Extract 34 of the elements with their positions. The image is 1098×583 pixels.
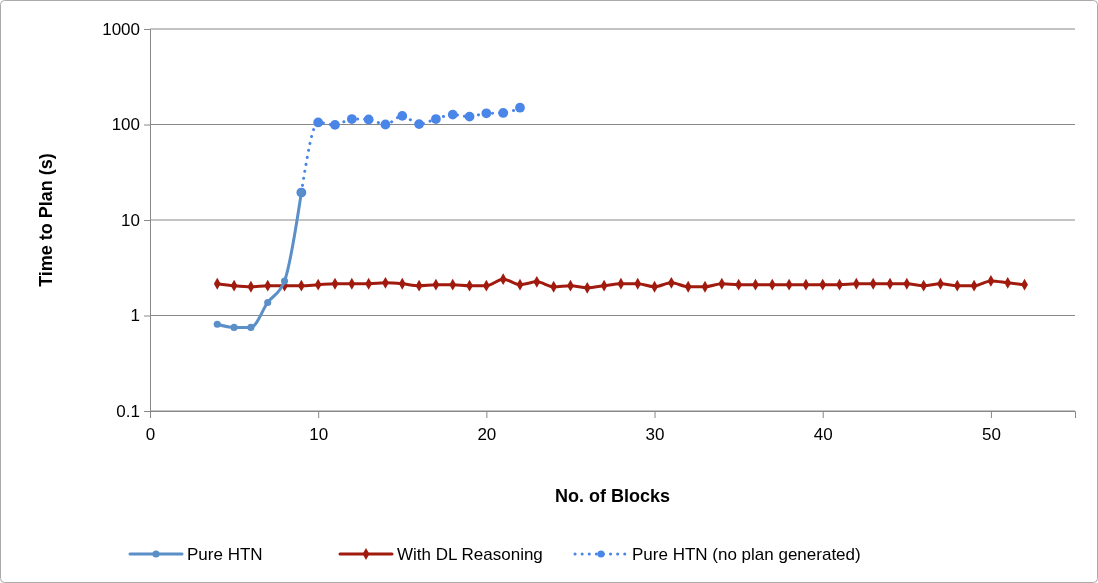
y-tick-label: 10 [121,210,140,230]
legend-label: Pure HTN [187,544,263,564]
point [346,114,357,124]
point [264,298,272,306]
point [247,323,255,331]
point [447,109,458,120]
point [414,119,424,129]
point [481,108,492,119]
y-tick-label: 0.1 [116,401,140,421]
point [280,277,289,285]
y-axis-title: Time to Plan (s) [36,153,56,287]
point [213,320,221,328]
y-tick-label: 1000 [102,19,140,39]
x-tick-label: 10 [309,425,329,445]
x-axis-title: No. of Blocks [554,486,671,506]
point [380,119,391,130]
point [313,117,324,128]
x-tick-label: 50 [981,425,1001,445]
point [431,114,441,124]
x-tick-label: 0 [145,425,156,445]
point [515,102,525,113]
legend-label: Pure HTN (no plan generated) [632,544,861,564]
point [464,111,475,122]
y-tick-label: 1 [130,306,140,326]
y-tick-label: 100 [111,115,140,135]
point [498,108,509,118]
point [397,111,408,121]
point [230,323,238,331]
x-tick-label: 30 [645,425,665,445]
point [363,114,374,125]
x-tick-label: 40 [813,425,833,445]
point [330,120,340,130]
x-tick-label: 20 [477,425,497,445]
legend-label: With DL Reasoning [397,544,543,564]
